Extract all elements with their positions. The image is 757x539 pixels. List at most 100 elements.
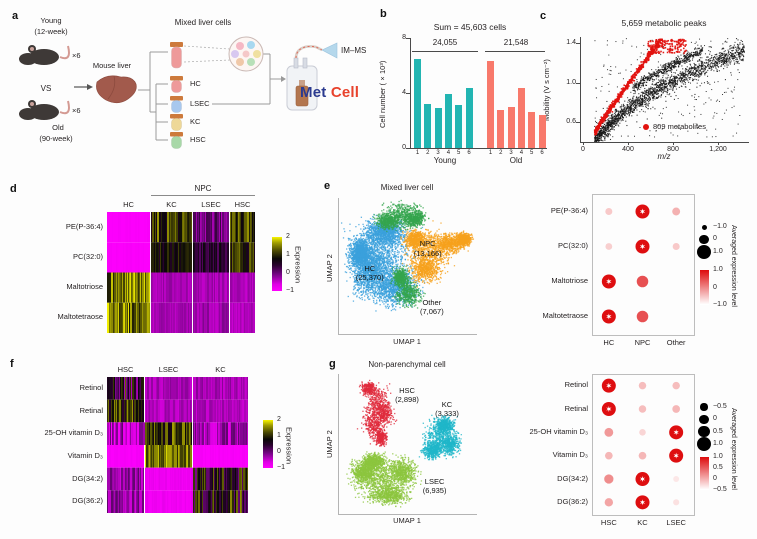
bar-cat-label: 5: [530, 150, 534, 156]
heatmap-col-header-d: LSEC: [201, 200, 221, 209]
dot: [604, 498, 614, 507]
bar-cat-label: 3: [509, 150, 513, 156]
bar-cat-label: 6: [467, 150, 471, 156]
tube-hsc: [170, 132, 183, 149]
umap-cluster-label-g_umap: HSC (2,898): [395, 385, 419, 405]
bar: [487, 61, 494, 148]
bar-ytick-mark: [406, 38, 410, 39]
legend-size-dot-e_dot: [697, 244, 711, 259]
heatmap-row-label-f: DG(34:2): [72, 473, 103, 483]
umap-cluster-label-e_umap: NPC (13,166): [413, 239, 442, 258]
tube-label-hsc: HSC: [190, 135, 206, 144]
dot: [605, 207, 613, 216]
dot: [604, 427, 614, 437]
dotplot-row-label-e_dot: Maltotetraose: [542, 311, 588, 320]
bar-ylabel: Cell number (×10³): [378, 60, 387, 128]
vs-label: VS: [40, 84, 52, 93]
colorbar-tick-d: 1: [286, 251, 290, 258]
tube-label-kc: KC: [190, 117, 201, 126]
cell-mix-magnifier: [183, 36, 264, 72]
legend-gradient-tick-e_dot: 1.0: [713, 266, 723, 273]
dotplot-col-label-e_dot: Other: [666, 338, 686, 347]
old-label: Old: [52, 123, 64, 132]
significance-star-icon: [606, 278, 612, 285]
young-weeks-label: (12-week): [34, 27, 68, 36]
colorbar-tick-d: 2: [286, 233, 290, 240]
dotplot-row-label-g_dot: DG(36:2): [557, 496, 588, 506]
young-total-label: 24,055: [432, 38, 458, 47]
significance-star-icon: [639, 476, 646, 482]
bar: [414, 58, 421, 148]
legend-size-label-g_dot: −0.5: [713, 403, 727, 410]
dotplot-row-label-g_dot: Vitamin D₃: [552, 450, 588, 460]
umap-cluster-label-e_umap: HC (25,370): [355, 263, 384, 283]
umap-g-xlabel: UMAP 1: [393, 516, 421, 525]
times6-top-label: ×6: [72, 51, 81, 60]
bar-cat-label: 2: [499, 150, 503, 156]
dot: [604, 451, 613, 460]
heatmap-row-label-f: Vitamin D₃: [67, 450, 103, 460]
scatter-ytick-mark: [576, 122, 580, 124]
bar: [455, 105, 463, 148]
heatmap-col-header-d: KC: [166, 200, 177, 209]
legend-gradient-tick-e_dot: −1.0: [713, 301, 727, 308]
scatter-canvas: [581, 37, 748, 142]
legend-gradient-tick-g_dot: 1.0: [713, 453, 723, 460]
bar-cat-label: 4: [519, 150, 524, 156]
dot: [638, 405, 647, 413]
legend-size-dot-e_dot: [699, 234, 709, 245]
heatmap-row-label-d: Maltotriose: [66, 282, 103, 292]
mouse-young-icon: [19, 45, 70, 65]
bar-axes: [410, 38, 547, 149]
scatter-xtick-label: 400: [622, 146, 634, 153]
dotplot-svg-e_dot: [601, 204, 681, 324]
young-group-line: [412, 51, 478, 52]
scatter-xtick-mark: [673, 142, 674, 145]
panel-label-b: b: [380, 8, 387, 20]
dotplot-col-label-g_dot: KC: [637, 518, 648, 527]
scatter-xlabel: m/z: [657, 152, 671, 161]
colorbar-tick-f: 2: [277, 416, 281, 423]
bar-cat-label: 1: [415, 150, 420, 156]
umap-e-xlabel: UMAP 1: [393, 337, 421, 346]
mixed-liver-cells-label: Mixed liver cells: [174, 18, 232, 27]
bar-cat-label: 3: [436, 150, 440, 156]
dotplot-col-label-e_dot: NPC: [634, 338, 651, 347]
panel-label-c: c: [540, 10, 547, 22]
significance-star-icon: [639, 208, 646, 215]
dotplot-g-legend-label: Averaged expression level: [730, 408, 738, 490]
umap-cluster-label-g_umap: KC (3,333): [435, 399, 459, 419]
dotplot-row-label-e_dot: Maltotriose: [551, 276, 588, 285]
tube-label-hc: HC: [190, 79, 201, 88]
significance-star-icon: [639, 499, 646, 506]
legend-size-dot-e_dot: [701, 224, 707, 230]
dotplot-e-box: [592, 194, 695, 336]
panel-label-f: f: [10, 358, 14, 370]
scatter-title: 5,659 metabolic peaks: [621, 18, 707, 28]
colorbar-tick-f: 1: [277, 432, 281, 439]
bar-cat-label: 5: [457, 150, 461, 156]
umap-cluster-label-e_umap: Other (7,067): [419, 297, 444, 317]
heatmap-col-header-d: HC: [123, 200, 134, 209]
sample-vial-icon: [286, 57, 318, 111]
scatter-ytick-label: 1.0: [566, 78, 576, 86]
dotplot-g-box: [592, 374, 695, 516]
scatter-ytick-mark: [576, 82, 580, 84]
dotplot-e-legend-label: Averaged expression level: [730, 225, 738, 307]
bar: [528, 112, 536, 148]
dot: [636, 275, 649, 288]
metcell-logo: Met Cell: [300, 84, 359, 101]
legend-gradient-e_dot: [700, 270, 709, 305]
scatter-ytick-mark: [576, 42, 580, 44]
umap-canvas-g_umap: [339, 374, 476, 513]
dotplot-col-label-e_dot: HC: [603, 338, 615, 347]
dotplot-svg-g_dot: [601, 378, 684, 510]
dot: [638, 381, 647, 390]
dot: [636, 310, 649, 323]
legend-gradient-g_dot: [700, 457, 709, 490]
scatter-xtick-label: 1,200: [709, 146, 727, 153]
colorbar-tick-d: −1: [286, 287, 294, 294]
bar-cat-label: 4: [446, 150, 451, 156]
metcell-logo-met: Met: [300, 84, 327, 101]
